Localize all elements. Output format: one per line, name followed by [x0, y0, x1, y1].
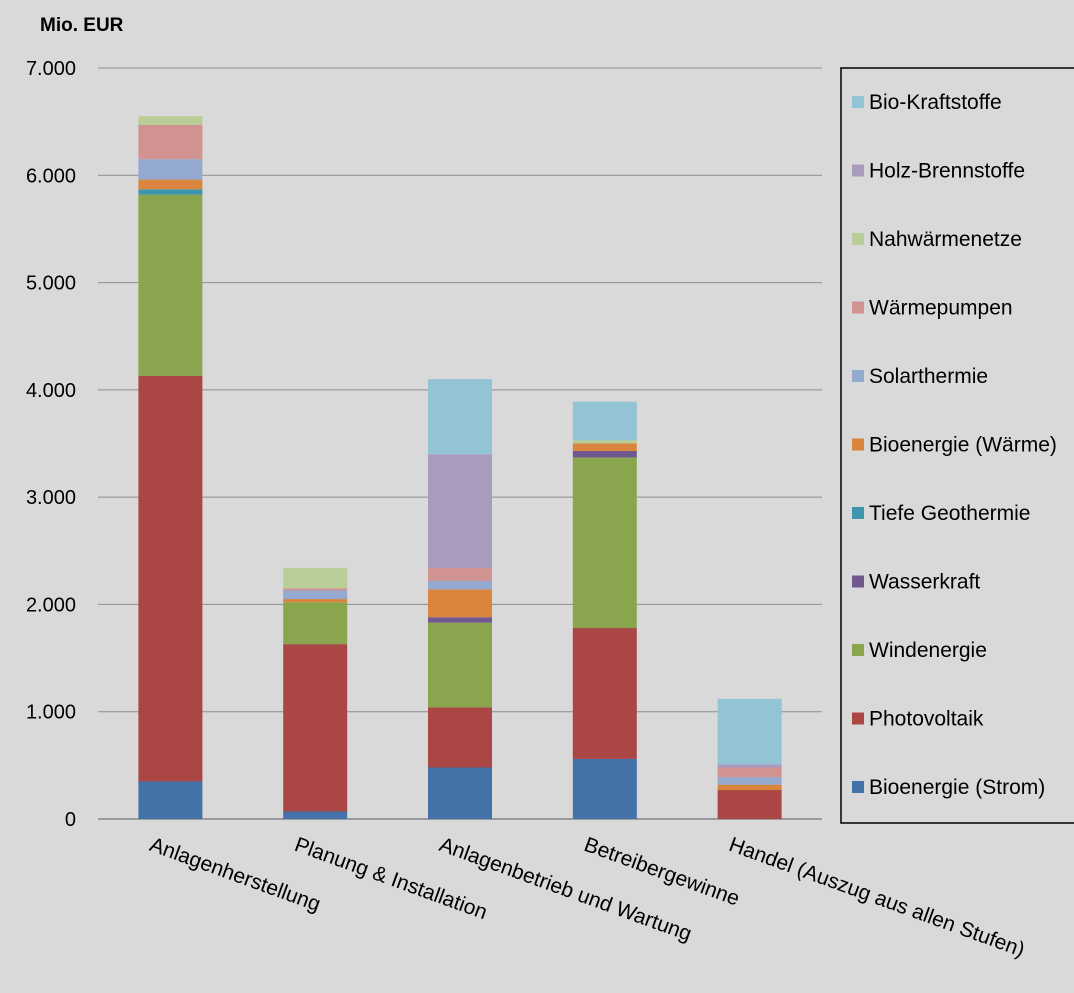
- bar-segment-bioenergie-w-rme: [138, 179, 203, 190]
- bar-segment-w-rmepumpen: [138, 124, 203, 160]
- bar-segment-bioenergie-strom: [138, 781, 203, 819]
- legend-label: Wärmepumpen: [869, 297, 1013, 320]
- legend-swatch: [852, 164, 864, 177]
- legend-label: Tiefe Geothermie: [869, 502, 1030, 525]
- y-tick-label: 3.000: [26, 487, 76, 509]
- x-category-label: Anlagenbetrieb und Wartung: [436, 833, 694, 946]
- y-tick-label: 2.000: [26, 594, 76, 616]
- bar-stack-planung-installation: [283, 567, 348, 819]
- bar-segment-w-rmepumpen: [717, 767, 782, 778]
- x-category-label: Handel (Auszug aus allen Stufen): [726, 833, 1028, 962]
- legend-item-wasserkraft: Wasserkraft: [852, 571, 980, 594]
- bar-segment-tiefe-geothermie: [138, 189, 203, 195]
- y-axis-ticks: 0 1.000 2.000 3.000 4.000 5.000 6.000 7.000: [26, 58, 76, 831]
- y-tick-label: 5.000: [26, 273, 76, 295]
- legend-label: Windenergie: [869, 639, 987, 662]
- bar-segment-windenergie: [283, 602, 348, 645]
- y-tick-label: 6.000: [26, 165, 76, 187]
- bar-segment-bioenergie-w-rme: [572, 443, 637, 452]
- bar-stack-anlagenbetrieb-und-wartung: [428, 379, 492, 819]
- bar-stack-handel-auszug-aus-allen-stufen: [717, 698, 782, 819]
- bar-segment-wasserkraft: [572, 451, 637, 458]
- legend-swatch: [852, 301, 864, 314]
- bar-segment-bioenergie-w-rme: [283, 599, 348, 603]
- bar-segment-bio-kraftstoffe: [717, 698, 782, 765]
- bar-segment-w-rmepumpen: [428, 567, 492, 581]
- bar-segment-solarthermie: [717, 777, 782, 785]
- bar-segment-windenergie: [572, 457, 637, 629]
- bar-segment-bio-kraftstoffe: [572, 401, 637, 441]
- bar-segment-solarthermie: [138, 159, 203, 180]
- legend-swatch: [852, 644, 864, 656]
- legend-swatch: [852, 781, 864, 793]
- y-tick-label: 4.000: [26, 380, 76, 402]
- legend-label: Bioenergie (Strom): [869, 776, 1045, 799]
- bar-segment-photovoltaik: [138, 375, 203, 782]
- legend-item-holz-brennstoffe: Holz-Brennstoffe: [852, 160, 1025, 183]
- y-tick-label: 7.000: [26, 58, 76, 80]
- bar-segment-photovoltaik: [283, 644, 348, 812]
- bar-segment-solarthermie: [283, 590, 348, 600]
- bar-segment-bio-kraftstoffe: [428, 379, 492, 455]
- bar-segment-w-rmepumpen: [283, 588, 348, 591]
- bar-segment-nahw-rmenetze: [138, 116, 203, 125]
- y-axis-unit-label: Mio. EUR: [40, 15, 124, 36]
- legend-swatch: [852, 575, 864, 588]
- legend-item-windenergie: Windenergie: [852, 639, 987, 662]
- bar-segment-bioenergie-strom: [572, 758, 637, 819]
- bar-segment-photovoltaik: [717, 790, 782, 819]
- bar-segment-windenergie: [138, 194, 203, 376]
- bar-segment-holz-brennstoffe: [717, 764, 782, 768]
- legend-label: Holz-Brennstoffe: [869, 160, 1025, 183]
- legend-item-bioenergie-w-rme: Bioenergie (Wärme): [852, 434, 1057, 457]
- legend-swatch: [852, 712, 864, 725]
- bar-segment-nahw-rmenetze: [572, 440, 637, 444]
- bar-segment-bioenergie-strom: [283, 811, 348, 819]
- legend-item-solarthermie: Solarthermie: [852, 365, 988, 388]
- legend-item-photovoltaik: Photovoltaik: [852, 708, 984, 731]
- bar-segment-windenergie: [428, 622, 492, 708]
- legend-label: Nahwärmenetze: [869, 228, 1022, 251]
- legend-label: Solarthermie: [869, 365, 988, 388]
- legend-swatch: [852, 233, 864, 245]
- bar-segment-wasserkraft: [428, 617, 492, 623]
- legend-frame: [840, 67, 1074, 824]
- legend-label: Bioenergie (Wärme): [869, 434, 1057, 457]
- legend-label: Bio-Kraftstoffe: [869, 91, 1002, 114]
- y-tick-label: 0: [65, 809, 76, 831]
- legend-item-w-rmepumpen: Wärmepumpen: [852, 297, 1013, 320]
- legend-swatch: [852, 370, 864, 382]
- legend-item-nahw-rmenetze: Nahwärmenetze: [852, 228, 1022, 251]
- legend: Bio-Kraftstoffe Holz-Brennstoffe Nahwärmen…: [840, 67, 1074, 824]
- bar-segment-bioenergie-w-rme: [717, 784, 782, 791]
- legend-item-bio-kraftstoffe: Bio-Kraftstoffe: [852, 91, 1002, 114]
- bar-segment-bioenergie-strom: [428, 767, 492, 819]
- bar-segment-holz-brennstoffe: [428, 454, 492, 568]
- legend-label: Photovoltaik: [869, 708, 984, 731]
- bar-segment-solarthermie: [428, 580, 492, 590]
- legend-swatch: [852, 96, 864, 108]
- legend-item-bioenergie-strom: Bioenergie (Strom): [852, 776, 1045, 799]
- y-tick-label: 1.000: [26, 702, 76, 724]
- bar-stack-betreibergewinne: [572, 401, 637, 819]
- bars: [138, 116, 782, 819]
- legend-label: Wasserkraft: [869, 571, 980, 594]
- legend-item-tiefe-geothermie: Tiefe Geothermie: [852, 502, 1030, 525]
- bar-segment-photovoltaik: [572, 628, 637, 759]
- legend-swatch: [852, 438, 864, 451]
- legend-swatch: [852, 507, 864, 519]
- bar-stack-anlagenherstellung: [138, 116, 203, 819]
- bar-segment-bioenergie-w-rme: [428, 589, 492, 618]
- bar-segment-nahw-rmenetze: [283, 567, 348, 589]
- bar-segment-photovoltaik: [428, 707, 492, 768]
